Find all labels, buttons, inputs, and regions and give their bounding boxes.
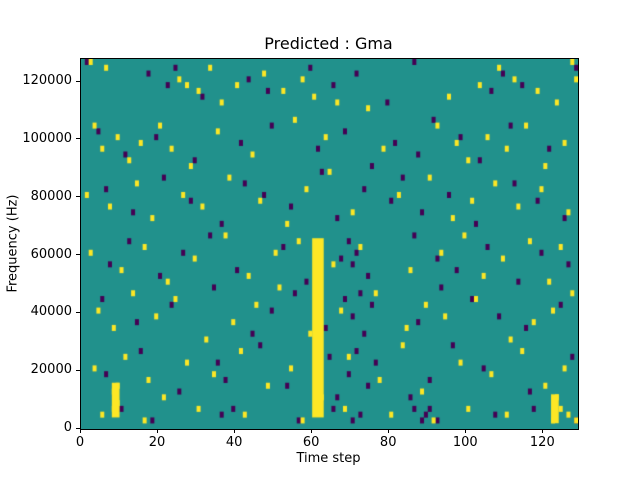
- y-tick-mark: [76, 311, 80, 313]
- y-tick-label: 0: [63, 420, 72, 435]
- plot-title: Predicted : Gma: [264, 34, 393, 53]
- x-tick-mark: [464, 429, 466, 433]
- x-tick-mark: [233, 429, 235, 433]
- y-tick-label: 100000: [22, 130, 72, 146]
- x-tick-label: 60: [302, 435, 320, 450]
- x-tick-label: 120: [529, 435, 555, 450]
- x-tick-mark: [156, 429, 158, 433]
- x-tick-label: 40: [225, 435, 243, 450]
- x-tick-label: 0: [75, 435, 85, 450]
- x-tick-mark: [310, 429, 312, 433]
- x-tick-label: 100: [452, 435, 478, 450]
- y-tick-label: 120000: [22, 73, 72, 89]
- y-tick-mark: [76, 369, 80, 371]
- y-tick-label: 40000: [30, 304, 72, 320]
- x-tick-mark: [387, 429, 389, 433]
- y-tick-mark: [76, 196, 80, 198]
- y-tick-mark: [76, 80, 80, 82]
- y-tick-mark: [76, 254, 80, 256]
- x-tick-label: 20: [148, 435, 166, 450]
- y-tick-mark: [76, 427, 80, 429]
- x-tick-mark: [79, 429, 81, 433]
- x-tick-label: 80: [379, 435, 397, 450]
- y-tick-label: 80000: [30, 188, 72, 204]
- plot-area: [80, 58, 579, 430]
- y-tick-mark: [76, 138, 80, 140]
- y-tick-label: 20000: [30, 362, 72, 378]
- x-tick-mark: [541, 429, 543, 433]
- x-axis-label: Time step: [296, 451, 361, 466]
- y-tick-label: 60000: [30, 246, 72, 262]
- heatmap-canvas: [81, 59, 578, 429]
